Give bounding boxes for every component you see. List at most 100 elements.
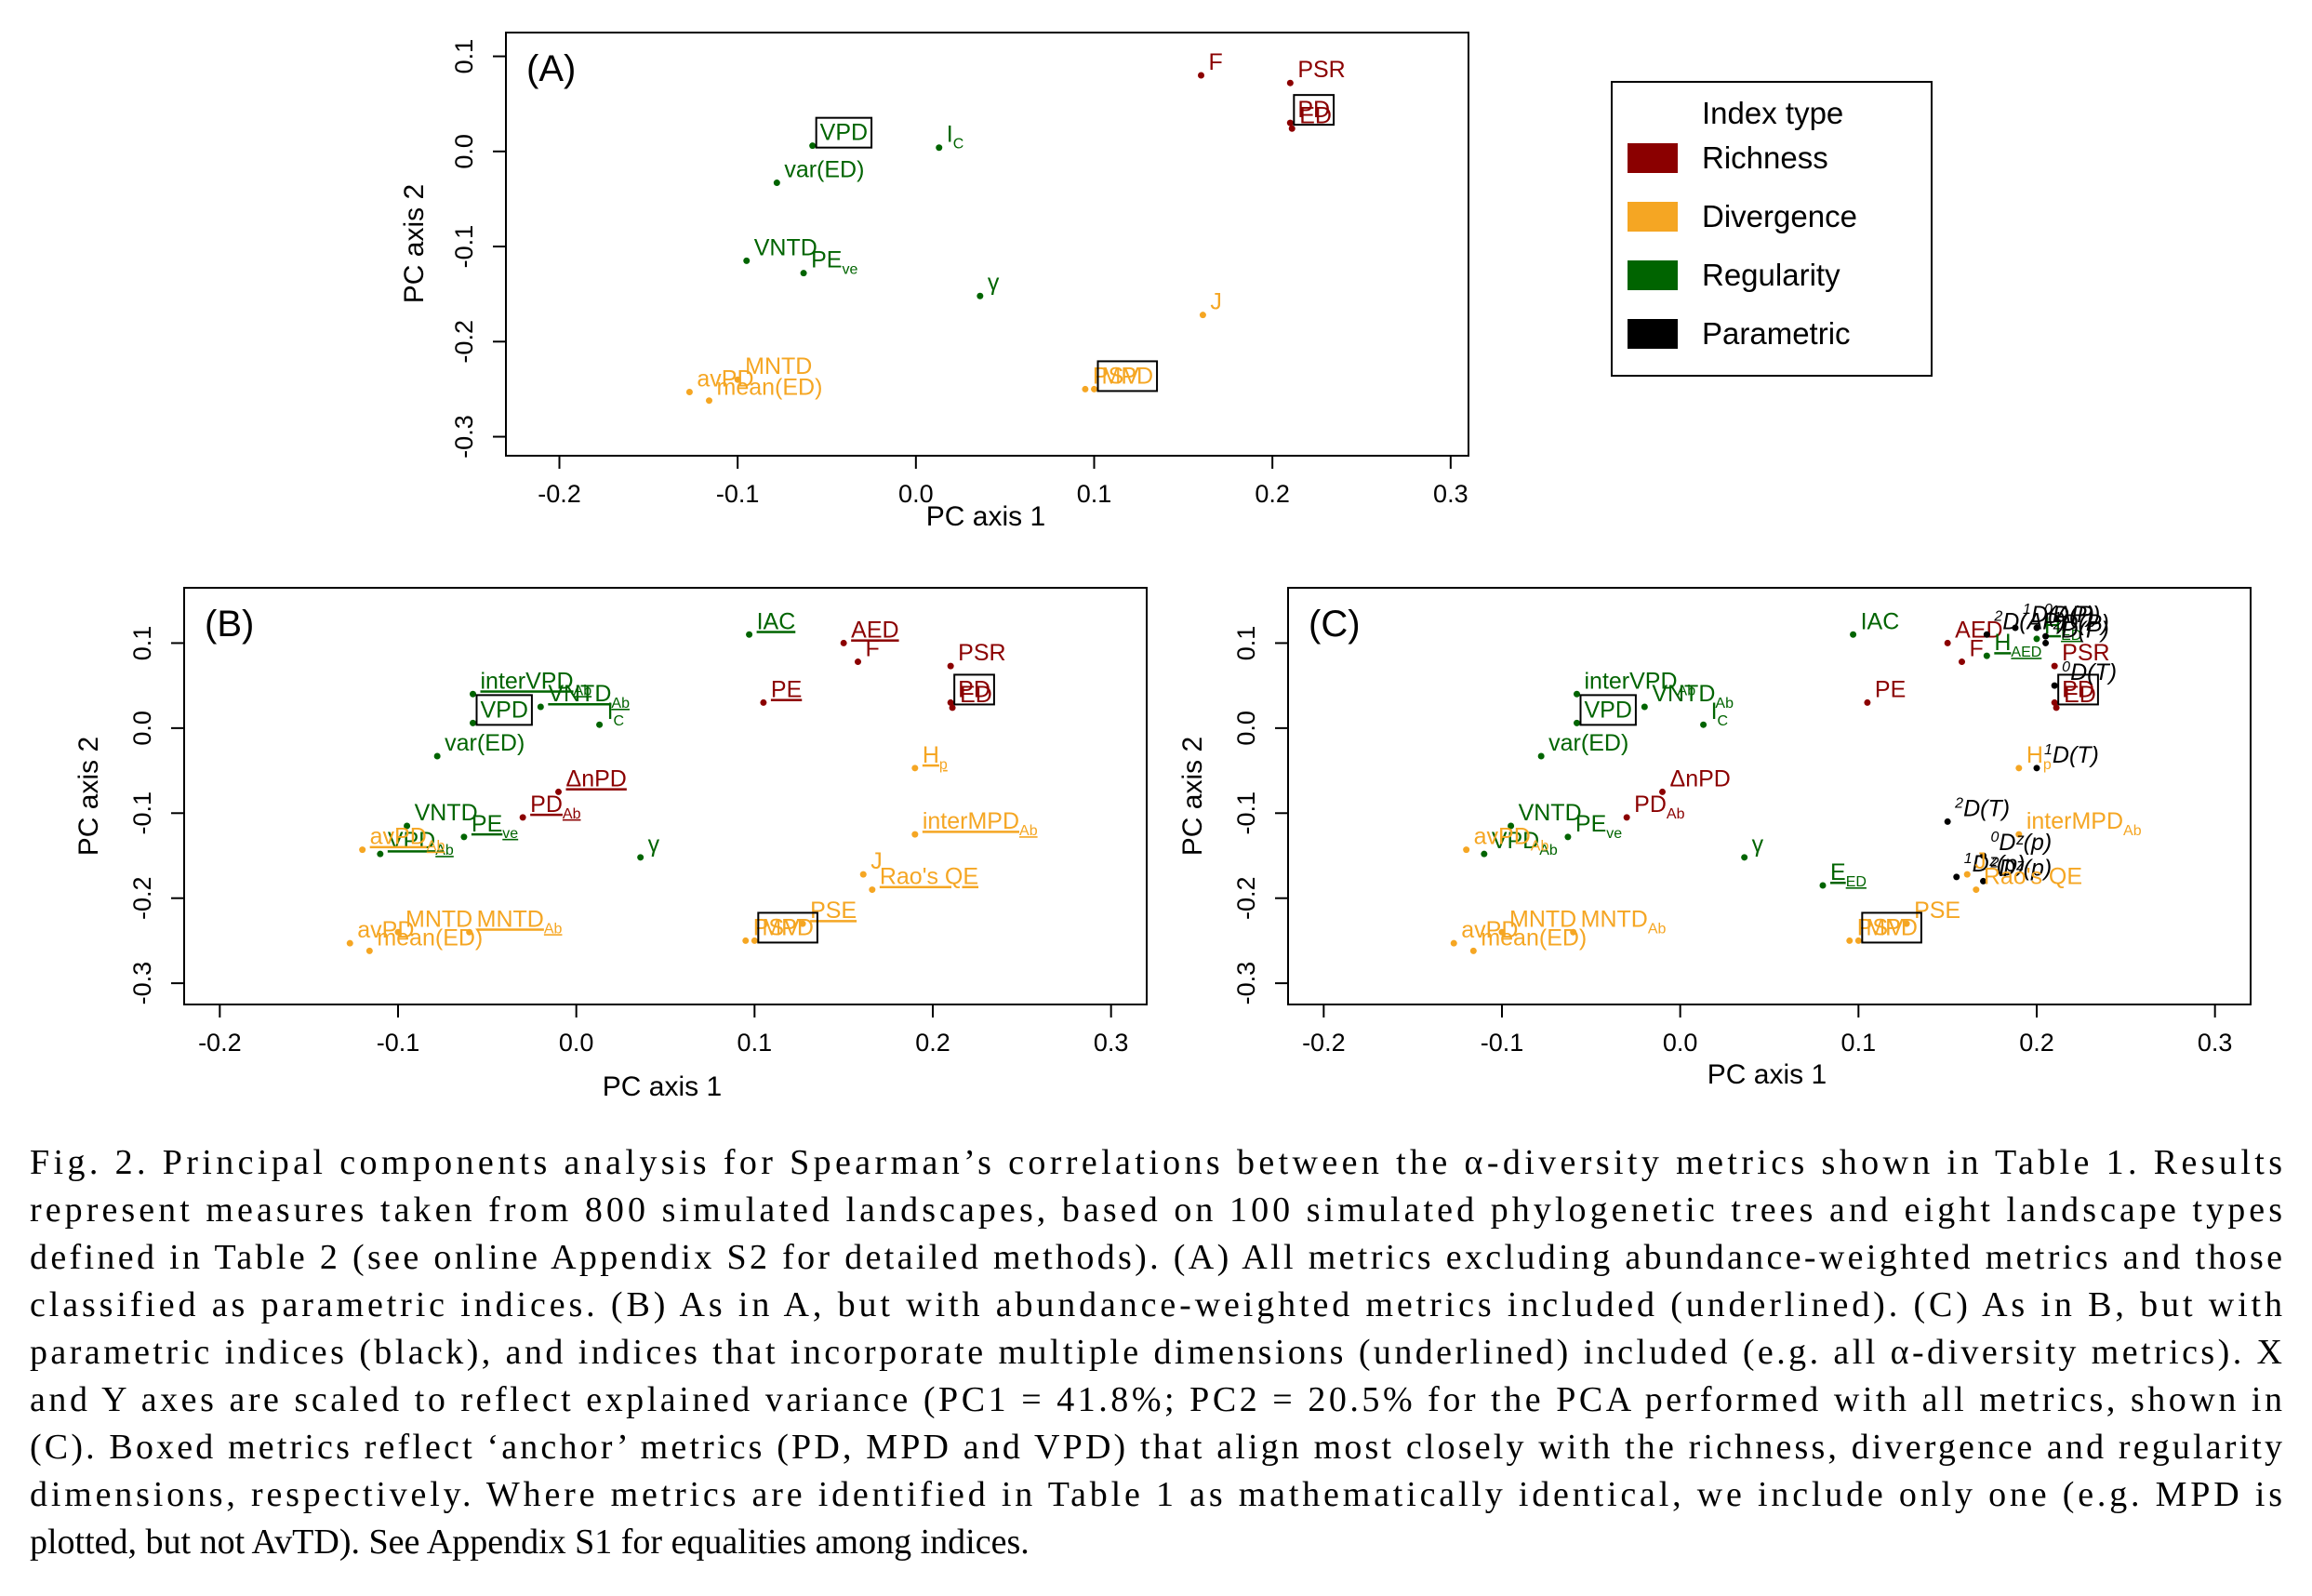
label-1dz-p: 1Dᶻ(p) <box>1964 851 2026 877</box>
point-j <box>1963 871 1971 878</box>
point-pd <box>947 698 954 706</box>
x-tick-label: -0.1 <box>377 1029 420 1057</box>
label-f: F <box>866 636 880 662</box>
point-mpd <box>1854 937 1862 944</box>
y-tick-label: -0.1 <box>1232 791 1260 835</box>
point-vntd <box>404 822 411 830</box>
y-tick-label: -0.3 <box>128 962 156 1005</box>
label-ic: IC <box>1711 698 1729 729</box>
caption-line: represent measures taken from 800 simula… <box>30 1190 2282 1230</box>
label-mntdab: MNTDAb <box>477 906 563 937</box>
label-intervpdab: interVPDAb <box>481 668 592 698</box>
label-1d-ap: 1D(AP) <box>2023 602 2094 628</box>
panel-tag: (C) <box>1309 604 1361 645</box>
label-rao-s-qe: Rao's QE <box>880 864 978 890</box>
label-var-ed: var(ED) <box>1548 730 1628 756</box>
y-tick-label: -0.2 <box>128 876 156 920</box>
x-tick-label: -0.1 <box>1481 1029 1524 1057</box>
label-1d-p: 1D(P) <box>2053 610 2109 636</box>
point-1dz-p <box>1953 873 1960 881</box>
label-0d-t: 0D(T) <box>2062 659 2117 685</box>
point-vpd <box>809 142 817 150</box>
label-pdab: PDAb <box>1634 791 1684 822</box>
label-0d-p: 0D(P) <box>2044 602 2100 628</box>
point-mean-ed <box>1469 947 1477 954</box>
label-ed: ED <box>2064 682 2096 708</box>
label-avpdab: avPDAb <box>370 824 445 855</box>
point-pdab <box>519 814 526 821</box>
label-avpd: avPD <box>1461 917 1518 943</box>
label-j: J <box>870 848 883 874</box>
caption-line: (C). Boxed metrics reflect ‘anchor’ metr… <box>30 1428 2282 1467</box>
point-avpdab <box>1463 846 1470 854</box>
point-j <box>859 871 867 878</box>
label-iac: IAC <box>757 608 796 634</box>
plot-frame <box>505 32 1469 457</box>
x-tick-label: 0.3 <box>1433 480 1468 508</box>
point-pe <box>1864 698 1871 706</box>
x-axis-label: PC axis 1 <box>1707 1059 1827 1090</box>
point-mpd <box>1091 385 1097 392</box>
label-2dz-p: 2Dᶻ(p) <box>1990 855 2053 881</box>
caption: Fig. 2. Principal components analysis fo… <box>30 1143 2282 1562</box>
label-mpd: MPD <box>762 914 814 940</box>
point-psv <box>742 937 750 944</box>
point-rao-s-qe <box>869 886 876 894</box>
point-avpdab <box>359 846 366 854</box>
panel-tag: (A) <box>526 48 576 89</box>
point-psv <box>1846 937 1854 944</box>
point-pd <box>1286 119 1294 126</box>
label-pe: PE <box>771 676 802 702</box>
point-pse <box>799 920 806 927</box>
point-npd <box>555 788 562 795</box>
label-item: γ <box>1752 831 1764 858</box>
y-axis-label: PC axis 2 <box>399 184 430 303</box>
point-hp <box>911 765 919 772</box>
label-j: J <box>1210 289 1222 315</box>
label-vpdab: VPDAb <box>388 828 454 858</box>
point-mean-ed <box>365 947 373 954</box>
plot-frame <box>1287 587 2252 1005</box>
legend-swatch-parametric <box>1628 319 1678 349</box>
y-tick-label: 0.1 <box>450 39 478 74</box>
point-iac <box>1850 631 1857 638</box>
point-aed <box>1944 639 1951 646</box>
point-mntd <box>394 928 402 936</box>
label-aed: AED <box>851 617 898 643</box>
label-psr: PSR <box>958 640 1005 666</box>
point-ed <box>2053 704 2060 712</box>
point-avpd <box>685 388 693 395</box>
x-tick-label: 0.1 <box>1841 1029 1877 1057</box>
caption-line: plotted, but not AvTD). See Appendix S1 … <box>30 1523 1030 1562</box>
label-vntd: VNTD <box>754 234 817 260</box>
point-item <box>1741 854 1748 861</box>
point-peve <box>460 833 468 841</box>
point-1d-p <box>2042 632 2050 640</box>
y-tick-label: 0.1 <box>128 626 156 661</box>
x-tick-label: 0.0 <box>898 480 934 508</box>
y-tick-label: 0.0 <box>1232 711 1260 746</box>
panel-c: (C) -0.2 -0.1 0.0 0.1 0.2 0.3 0.1 0.0 -0.1 -0.2 -0.… <box>1177 587 2252 1090</box>
x-tick-label: 0.3 <box>1094 1029 1129 1057</box>
point-vpd <box>1574 719 1580 726</box>
label-haed: HAED <box>1994 630 2041 660</box>
point-2d-t <box>1944 818 1951 825</box>
legend-swatch-richness <box>1628 143 1678 173</box>
label-mean-ed: mean(ED) <box>1481 924 1587 951</box>
point-vntdab <box>1641 703 1648 711</box>
anchor-box <box>1861 911 1922 944</box>
point-f <box>1198 72 1204 79</box>
x-tick-label: 0.3 <box>2198 1029 2233 1057</box>
label-var-ed: var(ED) <box>445 730 525 756</box>
x-tick-label: 0.2 <box>2019 1029 2054 1057</box>
label-rao-s-qe: Rao's QE <box>1984 864 2082 890</box>
point-psv <box>1082 385 1089 392</box>
label-psr: PSR <box>1297 57 1345 83</box>
point-1d-t <box>2033 765 2040 772</box>
legend-swatch-regularity <box>1628 260 1678 290</box>
label-j: J <box>1974 848 1986 874</box>
label-intermpdab: interMPDAb <box>2026 808 2142 839</box>
label-f: F <box>1209 49 1223 75</box>
point-item <box>637 854 644 861</box>
point-vpdab <box>377 850 384 858</box>
